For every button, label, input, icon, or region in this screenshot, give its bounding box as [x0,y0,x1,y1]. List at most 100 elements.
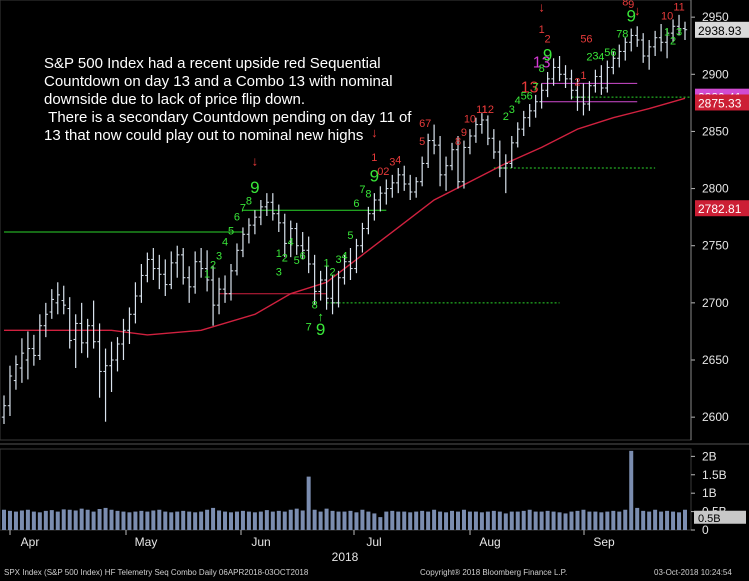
signal-arrow_down: ↓ [538,0,545,14]
signal-setup: 5 [521,90,527,102]
volume-bar [569,511,574,530]
volume-bar [49,510,54,530]
volume-bar [366,511,371,530]
volume-bar [330,510,335,530]
volume-bar [450,510,455,530]
signal-setup: 3 [676,26,682,38]
y-tick-label: 2600 [702,410,729,424]
signal-countdown: 2 [383,166,389,178]
volume-bar [163,511,168,530]
volume-bar [390,510,395,530]
signal-setup: 6 [527,90,533,102]
signal-setup: 4 [288,237,294,249]
volume-bar [438,511,443,530]
volume-bar [103,507,108,530]
volume-bar [527,509,532,530]
signal-setup: 8 [365,189,371,201]
signal-countdown: 11 [476,104,487,116]
signal-setup_big: 9 [316,320,325,339]
volume-bar [318,511,323,530]
signal-countdown: 9 [628,0,634,11]
annotation-text: S&P 500 Index had a recent upside red Se… [44,55,412,144]
volume-bar [2,509,6,530]
signal-arrow_down: ↓ [634,3,641,18]
volume-bar [205,509,210,530]
signal-setup: 3 [276,266,282,278]
volume-bar [25,509,30,530]
volume-bar [193,512,198,530]
signal-setup: 5 [347,230,353,242]
volume-bar [503,513,508,530]
signal-setup_big: 9 [543,46,552,65]
volume-bar [587,511,592,530]
signal-setup: 6 [300,250,306,262]
volume-bar [97,509,102,530]
signal-countdown: 4 [395,154,401,166]
volume-bar [229,512,233,530]
volume-bar [683,509,687,530]
volume-bar [85,509,90,530]
signal-setup: 3 [592,50,598,62]
volume-bar [629,450,634,530]
volume-bar [647,511,652,530]
volume-bar [282,511,287,530]
signal-setup: 3 [509,104,515,116]
volume-bar [73,510,78,530]
signal-setup: 2 [670,36,676,48]
volume-bar [234,511,239,530]
signal-setup: 2 [329,266,335,278]
signal-setup: 8 [622,29,628,41]
volume-bar [145,511,150,530]
volume-bar [354,512,359,530]
volume-bar [432,509,437,530]
volume-bar [426,511,431,530]
footer-right: 03-Oct-2018 10:24:54 [654,568,732,577]
footer-center: Copyright® 2018 Bloomberg Finance L.P. [420,568,568,577]
volume-bar [37,512,42,530]
volume-bar [288,509,293,530]
signal-setup_big: 9 [627,7,636,26]
signal-setup: 5 [604,47,610,59]
volume-bar [491,510,496,530]
signal-countdown: 6 [586,33,592,45]
volume-bar [479,512,484,530]
signal-setup: 3 [216,250,222,262]
volume-bar [593,511,598,530]
signal-setup: 1 [664,26,670,38]
volume-bar [264,510,269,530]
volume-bar [456,511,460,530]
signal-setup_big: 9 [250,178,259,197]
signal-setup: 4 [515,95,521,107]
volume-bar [551,511,556,530]
x-tick-label: Apr [21,535,40,549]
signal-countdown: 1 [371,152,377,164]
signal-countdown: 0 [377,166,383,178]
signal-setup: 4 [598,52,604,64]
volume-bar [515,511,520,530]
volume-bar [258,511,263,530]
volume-bar [402,511,407,530]
volume-bar [677,512,682,530]
volume-bar [139,510,144,530]
volume-bar [246,511,251,530]
volume-bar [467,511,472,530]
volume-bar [294,508,299,530]
volume-bar [575,510,580,530]
signal-countdown: 10 [464,113,476,125]
volume-y-label: 2B [702,449,717,463]
moving-average-line [4,97,686,336]
volume-bar [115,510,120,530]
signal-countdown: 9 [461,127,467,139]
price-tag-label: 2782.81 [698,202,742,216]
moving-average-layer [4,97,686,336]
x-tick-label: Jul [366,535,381,549]
volume-bar [360,509,365,530]
y-tick-label: 2900 [702,67,729,81]
signal-setup: 4 [341,250,347,262]
signal-arrow_down: ↓ [252,154,259,169]
volume-y-label: 0 [702,523,709,537]
y-tick-label: 2950 [702,10,729,24]
volume-bar [19,510,24,530]
volume-bar [653,509,658,530]
